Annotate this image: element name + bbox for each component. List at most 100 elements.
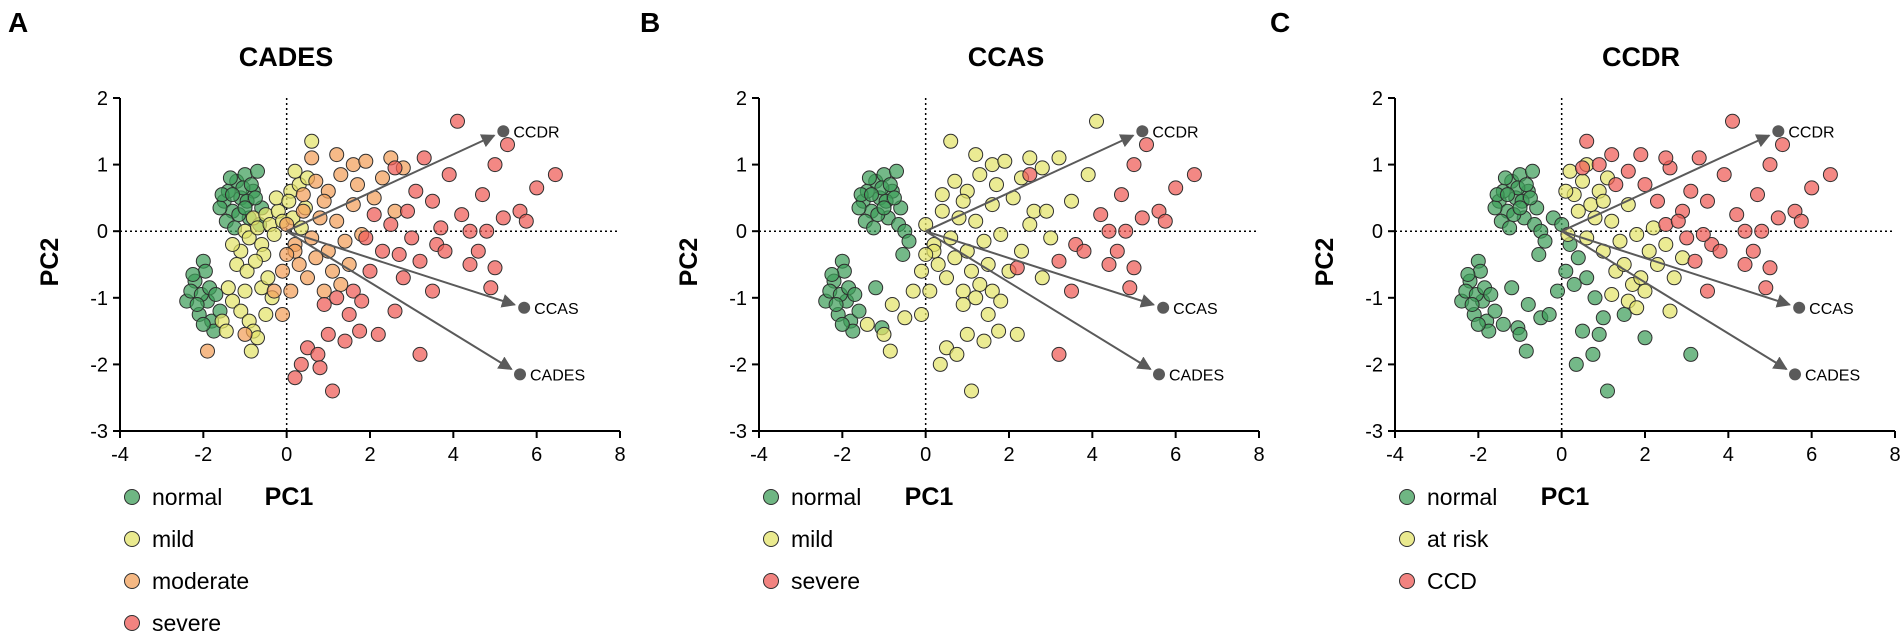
- loading-vector: [925, 230, 1155, 308]
- loading-vector: [925, 134, 1135, 233]
- data-point: [1518, 343, 1534, 359]
- data-point: [845, 323, 861, 339]
- loading-endpoint: [1136, 125, 1149, 138]
- data-point: [358, 153, 374, 169]
- data-point: [450, 113, 465, 129]
- data-point: [1737, 223, 1753, 239]
- data-point: [1641, 243, 1657, 259]
- data-point: [316, 193, 332, 209]
- data-point: [897, 310, 913, 326]
- data-point: [266, 227, 282, 242]
- x-tick-label: 4: [1087, 444, 1098, 466]
- data-point: [868, 280, 884, 296]
- data-point: [1591, 157, 1607, 173]
- data-point: [824, 267, 840, 282]
- data-point: [918, 247, 934, 262]
- data-point: [189, 297, 205, 312]
- data-point: [1675, 250, 1690, 266]
- data-point: [1518, 177, 1534, 193]
- loading-vector: [286, 134, 496, 233]
- x-tick-label: -2: [194, 444, 212, 466]
- data-point: [487, 157, 503, 173]
- data-point: [1793, 213, 1809, 229]
- data-point: [959, 326, 975, 342]
- data-point: [1612, 233, 1628, 249]
- chart-title: CCDR: [1602, 42, 1680, 72]
- data-point: [408, 183, 424, 199]
- data-point: [1568, 356, 1584, 372]
- data-point: [329, 147, 345, 163]
- data-point: [991, 323, 1007, 339]
- y-tick-label: 0: [97, 221, 108, 243]
- x-tick-label: 8: [1253, 444, 1264, 466]
- x-tick-label: 6: [1806, 444, 1817, 466]
- data-point: [1645, 220, 1661, 236]
- data-point: [1585, 346, 1601, 362]
- data-point: [1604, 287, 1620, 302]
- legend-label: mild: [791, 526, 833, 552]
- x-axis-label: PC1: [905, 483, 954, 511]
- data-point: [1487, 303, 1503, 319]
- legend-label: normal: [1427, 484, 1497, 510]
- data-point: [968, 290, 984, 306]
- data-point: [233, 303, 249, 319]
- data-point: [208, 287, 224, 302]
- data-point: [295, 203, 311, 219]
- data-point: [1579, 133, 1595, 149]
- data-point: [1064, 283, 1079, 299]
- data-point: [433, 220, 449, 236]
- data-point: [222, 170, 238, 186]
- data-point: [250, 163, 265, 179]
- data-point: [1022, 167, 1038, 183]
- y-tick-label: -2: [729, 354, 747, 376]
- data-point: [243, 343, 259, 359]
- data-point: [1566, 277, 1582, 292]
- x-tick-label: -4: [111, 444, 129, 466]
- data-point: [1076, 243, 1092, 259]
- data-point: [333, 277, 349, 292]
- data-point: [993, 293, 1009, 309]
- x-tick-label: 2: [1639, 444, 1650, 466]
- data-point: [225, 293, 240, 309]
- data-point: [237, 326, 253, 342]
- data-point: [1022, 217, 1038, 232]
- data-point: [968, 147, 984, 163]
- data-point: [1089, 113, 1104, 129]
- loading-label: CCAS: [1173, 301, 1217, 318]
- data-point: [949, 346, 965, 362]
- y-tick-label: 0: [1372, 221, 1383, 243]
- data-point: [370, 326, 386, 342]
- data-point: [341, 307, 357, 322]
- data-point: [847, 287, 863, 302]
- data-point: [345, 283, 361, 299]
- loading-endpoint: [1789, 368, 1801, 381]
- data-point: [375, 170, 390, 186]
- data-point: [1562, 163, 1578, 179]
- data-point: [295, 187, 311, 203]
- data-point: [1637, 177, 1653, 193]
- data-point: [239, 263, 255, 279]
- y-tick-label: -2: [1365, 354, 1383, 376]
- data-point: [425, 193, 440, 209]
- data-point: [1051, 150, 1067, 166]
- data-point: [462, 223, 478, 239]
- data-point: [1637, 283, 1653, 299]
- data-point: [1579, 270, 1595, 286]
- data-point: [1043, 230, 1059, 246]
- data-point: [1604, 147, 1620, 163]
- x-tick-label: 0: [1556, 444, 1567, 466]
- x-tick-label: 4: [448, 444, 459, 466]
- data-point: [1481, 323, 1497, 339]
- loading-endpoint: [514, 368, 526, 381]
- data-point: [980, 307, 996, 322]
- data-point: [851, 303, 867, 319]
- data-point: [1101, 223, 1117, 239]
- data-point: [1629, 300, 1645, 316]
- data-point: [387, 303, 403, 319]
- y-tick-label: 2: [97, 88, 108, 110]
- data-point: [475, 187, 490, 203]
- loading-vector: [925, 230, 1152, 371]
- loading-label: CCDR: [1152, 124, 1198, 141]
- data-point: [984, 157, 1000, 173]
- data-point: [932, 356, 948, 372]
